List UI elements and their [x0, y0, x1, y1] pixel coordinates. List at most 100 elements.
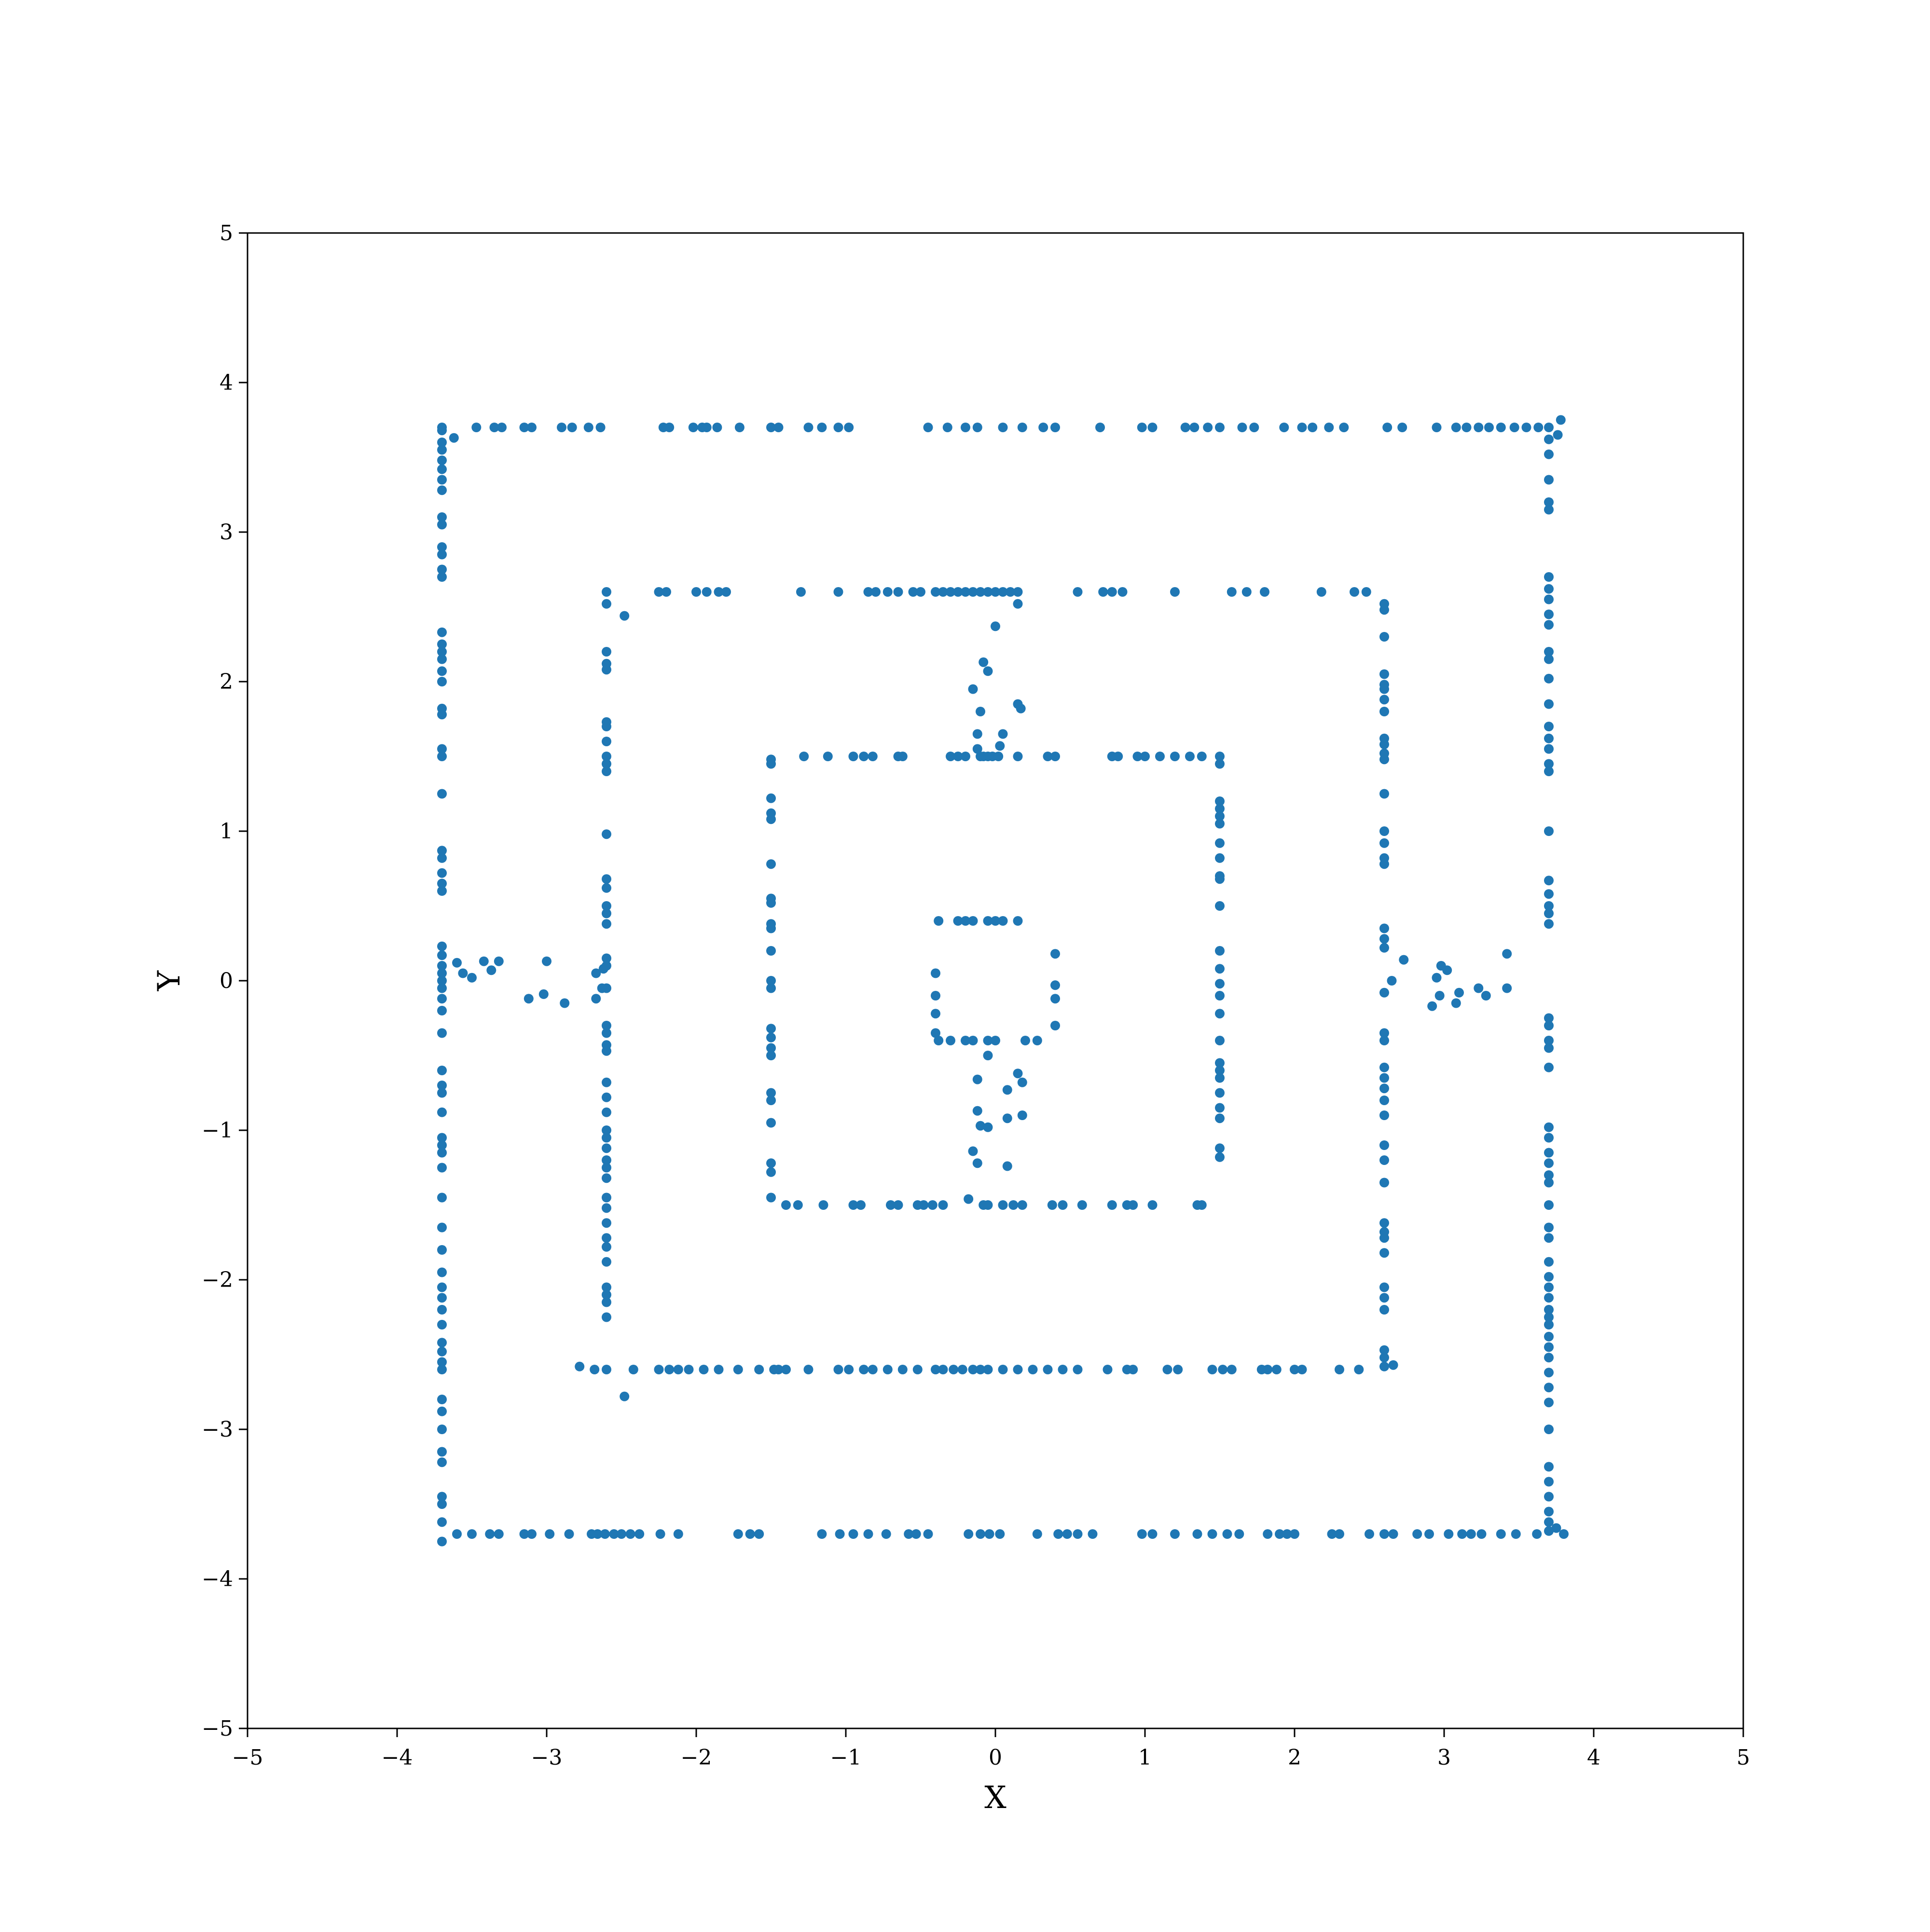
data-point — [733, 1529, 743, 1539]
data-point — [1192, 1529, 1202, 1539]
data-point — [602, 1155, 611, 1165]
data-point — [583, 423, 593, 432]
data-point — [1442, 965, 1452, 975]
data-point — [702, 423, 712, 432]
data-point — [437, 976, 447, 986]
data-point — [1544, 654, 1554, 664]
y-tick-label: 1 — [220, 819, 233, 844]
data-point — [1095, 423, 1105, 432]
data-point — [1339, 423, 1349, 432]
data-point — [437, 455, 447, 466]
data-point — [524, 994, 534, 1004]
data-point — [1215, 1066, 1225, 1075]
data-point — [1013, 752, 1023, 761]
data-point — [1275, 1529, 1284, 1539]
data-point — [1002, 1113, 1012, 1124]
data-point — [527, 423, 537, 432]
data-point — [628, 1365, 638, 1374]
data-point — [602, 1203, 611, 1213]
data-point — [733, 1365, 743, 1374]
data-point — [437, 1517, 447, 1527]
data-point — [1032, 1036, 1042, 1045]
data-point — [976, 1529, 985, 1539]
data-point — [437, 1338, 447, 1348]
x-tick-label: 0 — [989, 1745, 1002, 1770]
data-point — [1412, 1529, 1422, 1539]
data-point — [1544, 733, 1554, 743]
x-tick-label: 1 — [1138, 1745, 1152, 1770]
data-point — [1107, 587, 1117, 597]
data-point — [1379, 1353, 1389, 1363]
data-point — [968, 1036, 978, 1045]
data-point — [1222, 1529, 1232, 1539]
data-point — [766, 1158, 776, 1168]
data-point — [1544, 1477, 1554, 1487]
data-point — [1397, 423, 1407, 432]
x-tick-label: −3 — [531, 1745, 563, 1770]
data-point — [1215, 811, 1225, 821]
data-point — [1544, 1398, 1554, 1408]
data-point — [1544, 1342, 1554, 1352]
data-point — [1180, 423, 1190, 432]
data-point — [602, 829, 611, 839]
data-point — [976, 587, 985, 597]
data-point — [1013, 599, 1023, 609]
data-point — [602, 647, 611, 657]
data-point — [1137, 1529, 1147, 1539]
data-point — [452, 1529, 462, 1539]
x-tick-label: −1 — [830, 1745, 862, 1770]
data-point — [1544, 1257, 1554, 1267]
data-point — [904, 1529, 914, 1539]
data-point — [766, 1118, 776, 1128]
data-point — [494, 1529, 504, 1539]
data-point — [823, 752, 833, 761]
data-point — [1327, 1529, 1337, 1539]
data-point — [437, 1365, 447, 1374]
data-point — [1170, 587, 1180, 597]
data-point — [437, 1425, 447, 1434]
data-point — [437, 1536, 447, 1547]
data-point — [1544, 1331, 1554, 1342]
data-point — [1016, 703, 1026, 713]
data-point — [1424, 1529, 1434, 1539]
data-point — [602, 883, 611, 893]
data-point — [1544, 1233, 1554, 1243]
data-point — [1476, 1529, 1487, 1539]
data-point — [1544, 1368, 1554, 1378]
data-point — [437, 1447, 447, 1457]
data-point — [1544, 1158, 1554, 1168]
data-point — [991, 1036, 1000, 1045]
data-point — [684, 1365, 694, 1374]
data-point — [766, 859, 776, 869]
data-point — [983, 916, 993, 926]
data-point — [1379, 669, 1389, 679]
data-point — [602, 752, 611, 761]
data-point — [437, 1107, 447, 1117]
data-point — [485, 1529, 495, 1539]
data-point — [721, 587, 731, 597]
data-point — [437, 1457, 447, 1467]
data-point — [1263, 1529, 1273, 1539]
data-point — [1215, 979, 1225, 989]
data-point — [591, 994, 601, 1004]
data-point — [602, 1163, 611, 1173]
data-point — [1050, 752, 1060, 761]
data-point — [1215, 796, 1225, 806]
data-point — [998, 1365, 1008, 1374]
data-point — [803, 423, 813, 432]
data-point — [793, 1200, 803, 1210]
data-point — [437, 941, 447, 951]
data-point — [437, 1163, 447, 1173]
data-point — [1379, 1083, 1389, 1094]
data-point — [437, 983, 447, 993]
x-tick-label: 5 — [1737, 1745, 1750, 1770]
data-point — [972, 1158, 982, 1168]
data-point — [1379, 1110, 1389, 1120]
data-point — [1002, 1161, 1012, 1171]
data-point — [673, 1365, 683, 1374]
data-point — [489, 423, 499, 432]
data-point — [1533, 423, 1544, 432]
data-point — [983, 666, 993, 676]
y-tick-label: 5 — [220, 221, 233, 246]
